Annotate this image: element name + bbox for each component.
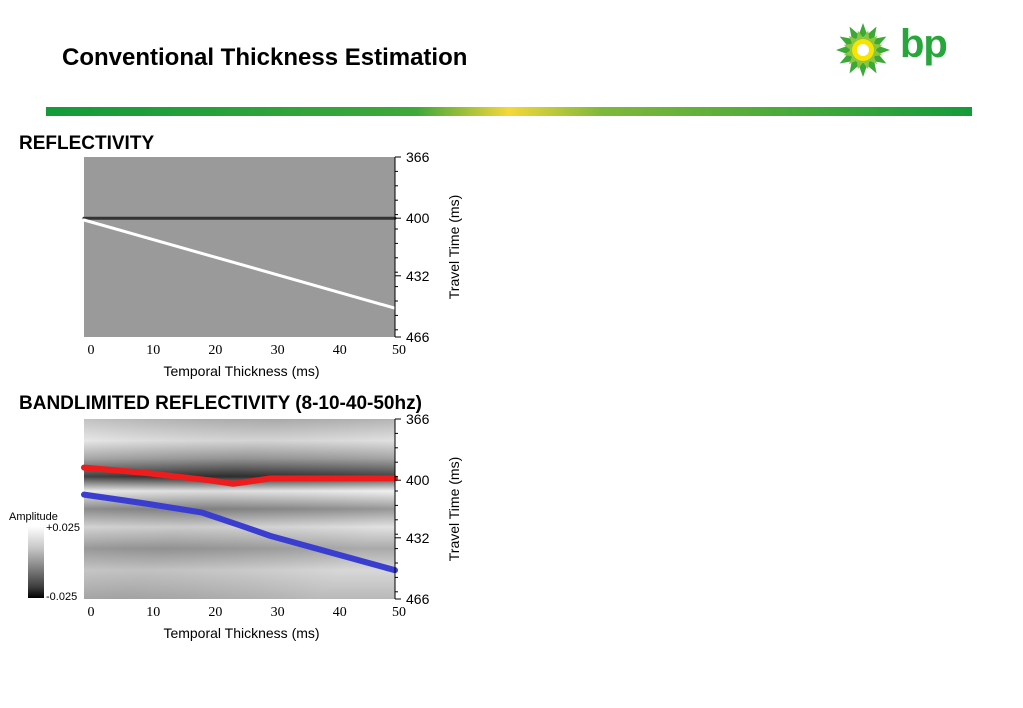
plot-background [84,157,395,337]
reflectivity-panel: 366 400 432 466 Travel Time (ms) 0 10 20 30 40 50 T… [82,149,462,379]
bp-wordmark: bp [900,22,948,66]
series-line-1 [81,491,398,574]
y-axis-label: Travel Time (ms) [446,195,462,299]
series-line-1 [82,218,397,310]
y-tick-label: 366 [406,411,430,427]
x-tick-label: 10 [146,343,160,358]
x-tick-label: 50 [392,605,406,620]
x-tick-label: 10 [146,605,160,620]
plot-shading [84,419,395,599]
y-tick-label: 366 [406,149,430,165]
x-tick-label: 40 [333,343,347,358]
x-tick-label: 0 [88,343,95,358]
chart-title-bandlimited: BANDLIMITED REFLECTIVITY (8-10-40-50hz) [19,393,422,414]
bandlimited-panel: 366 400 432 466 Travel Time (ms) 0 10 20 30 40 50 T… [81,411,462,641]
amplitude-colorbar [28,526,44,598]
y-tick-label: 400 [406,210,430,226]
x-tick-label: 30 [271,343,285,358]
x-axis-label: Temporal Thickness (ms) [163,625,319,641]
y-axis-label: Travel Time (ms) [446,457,462,561]
x-tick-label: 20 [208,343,222,358]
x-axis-label: Temporal Thickness (ms) [163,363,319,379]
y-tick-label: 432 [406,530,430,546]
colorbar-min-label: -0.025 [46,591,78,603]
y-tick-label: 432 [406,268,430,284]
x-tick-label: 20 [208,605,222,620]
y-tick-label: 466 [406,329,430,345]
colorbar-title: Amplitude [9,511,58,523]
y-tick-label: 400 [406,472,430,488]
colorbar-max-label: +0.025 [46,522,80,534]
page-title: Conventional Thickness Estimation [62,44,468,71]
x-tick-label: 50 [392,343,406,358]
x-tick-label: 0 [88,605,95,620]
x-tick-label: 40 [333,605,347,620]
series-line-0 [81,464,398,487]
chart-title-reflectivity: REFLECTIVITY [19,133,155,154]
header-divider-bar [46,107,972,116]
y-tick-label: 466 [406,591,430,607]
bp-helios-logo [836,23,890,77]
x-tick-label: 30 [271,605,285,620]
